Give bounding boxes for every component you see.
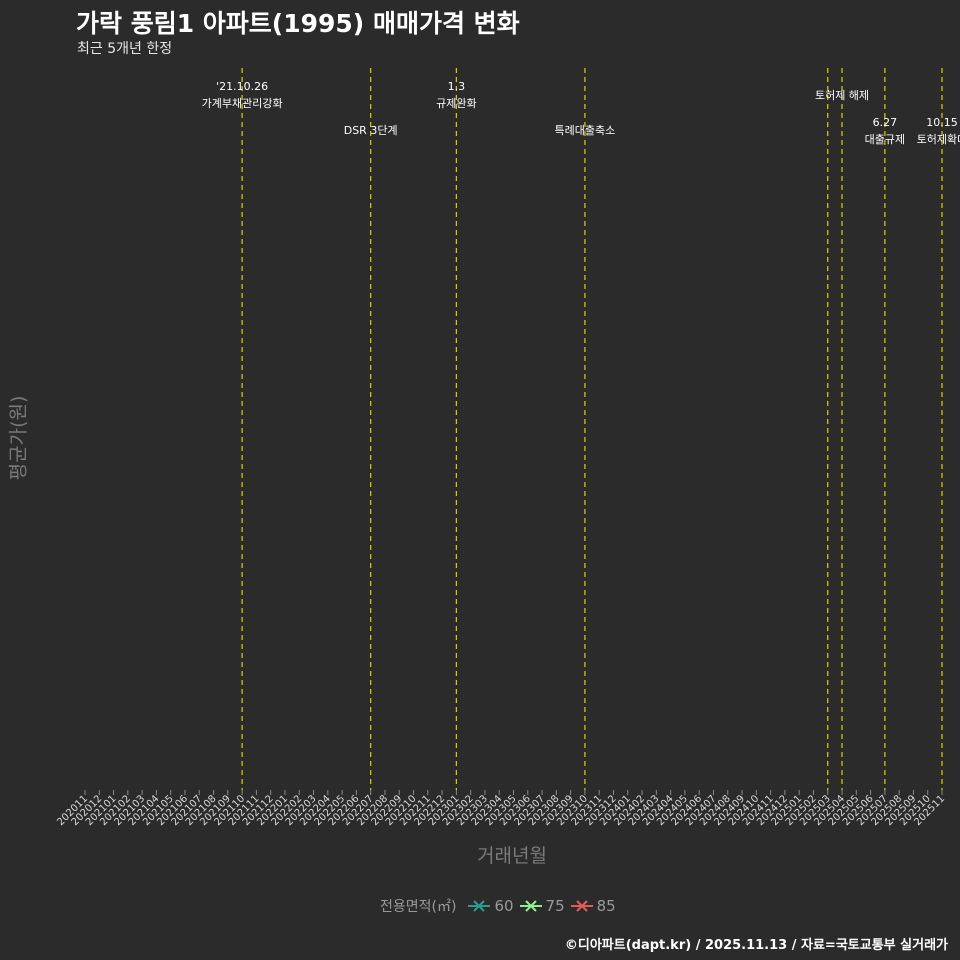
legend-item-75: 75 (519, 897, 565, 915)
legend-swatch-75 (519, 900, 542, 912)
legend-swatch-60 (468, 900, 491, 912)
event-label: 가계부채관리강화 (202, 97, 283, 110)
event-label: 규제완화 (436, 97, 476, 110)
x-axis-label: 거래년월 (477, 845, 547, 867)
event-label: 대출규제 (865, 133, 905, 146)
event-label: 토허제 해제 (815, 88, 869, 102)
legend-label-75: 75 (545, 897, 565, 915)
legend-title: 전용면적(㎡) (380, 899, 457, 915)
chart-subtitle: 최근 5개년 한정 (77, 41, 173, 57)
event-label: 특례대출축소 (555, 124, 616, 137)
legend-label-85: 85 (596, 897, 616, 915)
legend: 전용면적(㎡) 60 75 85 (380, 896, 616, 916)
event-label: '21.10.26 (216, 80, 268, 93)
legend-item-60: 60 (468, 897, 514, 915)
x-axis: 2020112020122021012021022021032021042021… (55, 790, 947, 828)
legend-swatch-85 (570, 900, 593, 912)
footer-credit: ©디아파트(dapt.kr) / 2025.11.13 / 자료=국토교통부 실… (564, 938, 948, 953)
chart-title: 가락 풍림1 아파트(1995) 매매가격 변화 (76, 9, 520, 38)
legend-item-85: 85 (570, 897, 616, 915)
y-axis-label: 평균가(원) (7, 395, 30, 481)
legend-label-60: 60 (494, 897, 514, 915)
event-label: 토허제확대 (917, 133, 960, 146)
event-label: 10.15 (926, 116, 958, 129)
event-label: DSR 3단계 (344, 124, 398, 137)
event-label: 1.3 (448, 80, 466, 93)
event-label: 6.27 (873, 116, 898, 129)
